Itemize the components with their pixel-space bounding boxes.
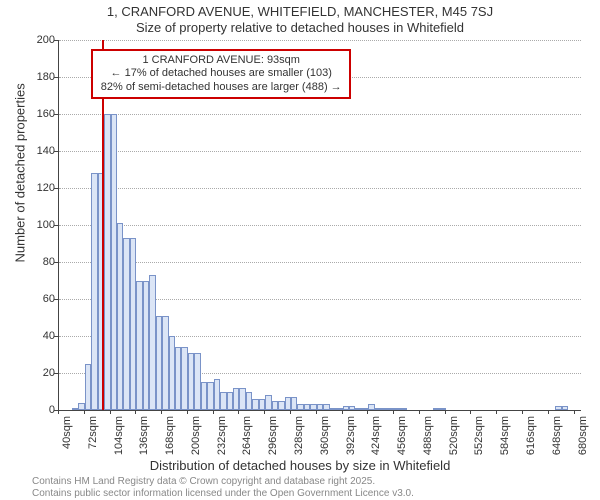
chart-title-main: 1, CRANFORD AVENUE, WHITEFIELD, MANCHEST…: [0, 4, 600, 19]
gridline: [59, 225, 581, 226]
x-tick-label: 680sqm: [577, 416, 589, 476]
x-tick-label: 456sqm: [396, 416, 408, 476]
x-tick-mark: [161, 410, 162, 414]
x-tick-mark: [496, 410, 497, 414]
x-tick-mark: [445, 410, 446, 414]
y-tick-mark: [54, 225, 58, 226]
x-tick-label: 552sqm: [473, 416, 485, 476]
y-tick-label: 20: [15, 367, 55, 379]
x-tick-label: 72sqm: [87, 416, 99, 476]
histogram-bar: [401, 408, 407, 410]
y-tick-label: 180: [15, 71, 55, 83]
x-tick-label: 200sqm: [190, 416, 202, 476]
x-tick-mark: [393, 410, 394, 414]
y-tick-mark: [54, 299, 58, 300]
gridline: [59, 188, 581, 189]
x-tick-mark: [367, 410, 368, 414]
y-tick-mark: [54, 151, 58, 152]
y-tick-label: 100: [15, 219, 55, 231]
x-tick-label: 584sqm: [499, 416, 511, 476]
y-axis-title: Number of detached properties: [13, 203, 28, 263]
x-tick-label: 616sqm: [525, 416, 537, 476]
x-tick-mark: [187, 410, 188, 414]
gridline: [59, 40, 581, 41]
x-tick-mark: [470, 410, 471, 414]
x-tick-mark: [290, 410, 291, 414]
chart-title-sub: Size of property relative to detached ho…: [0, 20, 600, 35]
y-tick-label: 200: [15, 34, 55, 46]
y-tick-mark: [54, 336, 58, 337]
x-tick-label: 424sqm: [370, 416, 382, 476]
x-tick-label: 232sqm: [216, 416, 228, 476]
y-tick-label: 80: [15, 256, 55, 268]
gridline: [59, 262, 581, 263]
y-tick-mark: [54, 262, 58, 263]
x-tick-mark: [110, 410, 111, 414]
attribution-line-2: Contains public sector information licen…: [32, 488, 414, 500]
y-tick-label: 0: [15, 404, 55, 416]
x-tick-mark: [264, 410, 265, 414]
x-tick-label: 648sqm: [551, 416, 563, 476]
x-tick-mark: [342, 410, 343, 414]
x-tick-label: 360sqm: [319, 416, 331, 476]
annotation-line-2: ← 17% of detached houses are smaller (10…: [99, 67, 343, 80]
y-tick-mark: [54, 373, 58, 374]
y-tick-mark: [54, 188, 58, 189]
y-tick-label: 60: [15, 293, 55, 305]
x-tick-label: 392sqm: [345, 416, 357, 476]
gridline: [59, 151, 581, 152]
x-tick-mark: [548, 410, 549, 414]
annotation-line-3: 82% of semi-detached houses are larger (…: [99, 81, 343, 94]
x-tick-label: 104sqm: [113, 416, 125, 476]
x-tick-label: 264sqm: [241, 416, 253, 476]
x-tick-label: 40sqm: [61, 416, 73, 476]
x-tick-label: 168sqm: [164, 416, 176, 476]
attribution-text: Contains HM Land Registry data © Crown c…: [32, 476, 414, 499]
x-tick-mark: [419, 410, 420, 414]
x-tick-label: 488sqm: [422, 416, 434, 476]
chart-container: 1, CRANFORD AVENUE, WHITEFIELD, MANCHEST…: [0, 0, 600, 500]
annotation-box: 1 CRANFORD AVENUE: 93sqm← 17% of detache…: [91, 49, 351, 99]
x-tick-label: 296sqm: [267, 416, 279, 476]
y-tick-mark: [54, 40, 58, 41]
x-tick-mark: [574, 410, 575, 414]
y-tick-mark: [54, 77, 58, 78]
x-tick-mark: [213, 410, 214, 414]
y-tick-label: 160: [15, 108, 55, 120]
y-tick-mark: [54, 114, 58, 115]
x-tick-mark: [316, 410, 317, 414]
x-tick-mark: [522, 410, 523, 414]
x-tick-mark: [58, 410, 59, 414]
x-tick-mark: [84, 410, 85, 414]
x-tick-label: 520sqm: [448, 416, 460, 476]
attribution-line-1: Contains HM Land Registry data © Crown c…: [32, 476, 414, 488]
x-tick-label: 136sqm: [138, 416, 150, 476]
y-tick-label: 120: [15, 182, 55, 194]
x-tick-mark: [135, 410, 136, 414]
x-tick-label: 328sqm: [293, 416, 305, 476]
gridline: [59, 114, 581, 115]
x-tick-mark: [238, 410, 239, 414]
y-tick-label: 140: [15, 145, 55, 157]
plot-area: 1 CRANFORD AVENUE: 93sqm← 17% of detache…: [58, 40, 581, 411]
annotation-line-1: 1 CRANFORD AVENUE: 93sqm: [99, 54, 343, 67]
histogram-bar: [562, 406, 568, 410]
y-tick-label: 40: [15, 330, 55, 342]
